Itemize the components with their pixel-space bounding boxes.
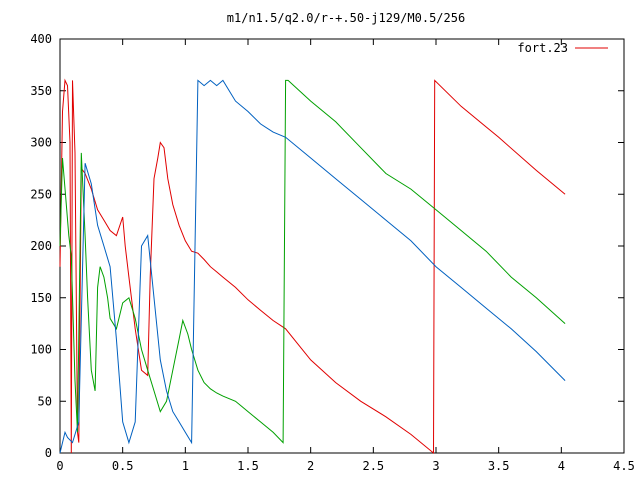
x-tick-label: 0.5	[112, 459, 134, 473]
x-tick-label: 1.5	[237, 459, 259, 473]
x-tick-label: 2	[307, 459, 314, 473]
series-line-1	[59, 78, 566, 455]
y-tick-label: 100	[30, 343, 52, 357]
series-layer	[59, 78, 566, 455]
y-tick-label: 150	[30, 291, 52, 305]
y-tick-label: 200	[30, 239, 52, 253]
y-tick-label: 50	[38, 394, 52, 408]
x-tick-label: 3	[432, 459, 439, 473]
y-tick-label: 400	[30, 32, 52, 46]
y-tick-label: 250	[30, 187, 52, 201]
y-tick-label: 0	[45, 446, 52, 460]
series-line-3	[59, 79, 566, 454]
legend: fort.23	[517, 41, 608, 55]
y-tick-label: 300	[30, 136, 52, 150]
x-tick-label: 2.5	[362, 459, 384, 473]
series-line-2	[59, 79, 566, 444]
x-tick-label: 0	[56, 459, 63, 473]
y-tick-label: 350	[30, 84, 52, 98]
axis-ticks: 0 0.5 1 1.5 2 2.5 3 3.5 4 4.5 0 50 100 150 200 250 300 35…	[30, 32, 635, 473]
plot-frame	[59, 38, 625, 454]
x-tick-label: 1	[182, 459, 189, 473]
chart-title: m1/n1.5/q2.0/r-+.50-j129/M0.5/256	[227, 11, 465, 25]
x-tick-label: 4.5	[613, 459, 635, 473]
legend-label: fort.23	[517, 41, 568, 55]
x-tick-label: 3.5	[488, 459, 510, 473]
x-tick-label: 4	[558, 459, 565, 473]
